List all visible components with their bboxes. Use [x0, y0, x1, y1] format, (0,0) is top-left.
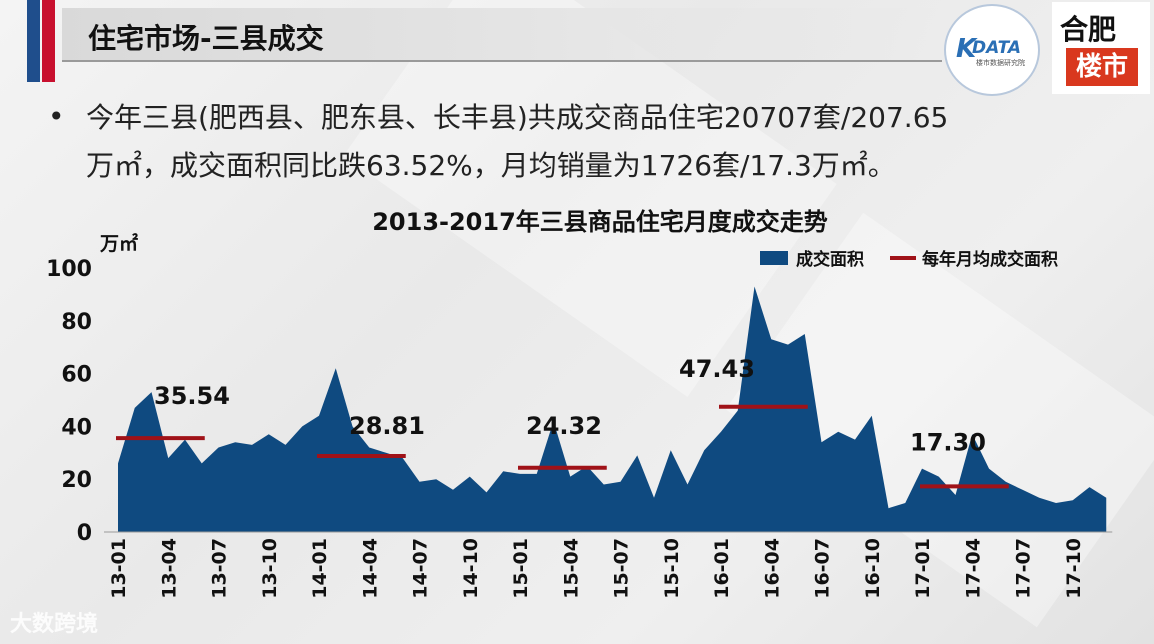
kdata-logo-subtext: 楼市数据研究院	[976, 59, 1025, 67]
x-tick-label: 13-07	[209, 538, 231, 599]
x-tick-label: 17-10	[1063, 538, 1085, 599]
header-stripe-blue	[27, 0, 40, 82]
average-label-2014: 28.81	[349, 412, 425, 440]
average-lines: 35.54 28.81 24.32 47.43 17.30	[116, 355, 1009, 489]
hefei-loushi-logo: 合肥 楼市	[1052, 2, 1150, 94]
summary-line-2: 万㎡，成交面积同比跌63.52%，月均销量为1726套/17.3万㎡。	[86, 149, 896, 182]
chart-title: 2013-2017年三县商品住宅月度成交走势	[372, 208, 828, 236]
average-label-2017: 17.30	[910, 428, 986, 456]
kdata-logo: K DATA 楼市数据研究院	[944, 4, 1040, 96]
y-tick-label: 20	[61, 468, 92, 493]
y-tick-label: 60	[61, 363, 92, 388]
x-tick-label: 17-01	[912, 538, 934, 599]
y-tick-label: 100	[46, 257, 92, 282]
x-tick-label: 13-01	[108, 538, 130, 599]
legend-swatch-area	[760, 251, 788, 265]
x-tick-label: 15-04	[560, 538, 582, 599]
kdata-logo-text: DATA	[972, 38, 1022, 58]
legend-label-average: 每年月均成交面积	[922, 249, 1058, 270]
average-label-2016: 47.43	[679, 355, 755, 383]
area-chart: 2013-2017年三县商品住宅月度成交走势 万㎡ 成交面积 每年月均成交面积 …	[46, 208, 1113, 599]
x-tick-label: 16-10	[862, 538, 884, 599]
x-tick-label: 14-10	[460, 538, 482, 599]
header-divider	[62, 60, 942, 62]
logo-loushi-text: 楼市	[1066, 48, 1138, 86]
y-tick-label: 80	[61, 310, 92, 335]
average-label-2015: 24.32	[526, 412, 602, 440]
x-tick-label: 13-04	[158, 538, 180, 599]
y-axis-unit-label: 万㎡	[99, 232, 138, 255]
x-axis: 13-01 13-04 13-07 13-10 14-01 14-04 14-07 14-10…	[108, 538, 1085, 599]
average-label-2013: 35.54	[154, 382, 230, 410]
summary-line-1: 今年三县(肥西县、肥东县、长丰县)共成交商品住宅20707套/207.65	[86, 101, 949, 134]
y-axis: 0 20 40 60 80 100	[46, 257, 92, 546]
legend-label-area: 成交面积	[796, 249, 864, 270]
x-tick-label: 13-10	[259, 538, 281, 599]
x-tick-label: 17-04	[962, 538, 984, 599]
legend: 成交面积 每年月均成交面积	[760, 249, 1058, 270]
y-tick-label: 0	[77, 521, 92, 546]
x-tick-label: 15-07	[611, 538, 633, 599]
x-tick-label: 15-01	[510, 538, 532, 599]
x-tick-label: 16-01	[711, 538, 733, 599]
watermark: 大数跨境	[10, 612, 99, 637]
area-series	[118, 286, 1107, 532]
bullet-marker: •	[48, 100, 65, 133]
x-tick-label: 16-07	[812, 538, 834, 599]
x-tick-label: 14-01	[309, 538, 331, 599]
kdata-logo-mark: K	[956, 34, 977, 64]
x-tick-label: 14-04	[359, 538, 381, 599]
x-tick-label: 16-04	[761, 538, 783, 599]
x-tick-label: 17-07	[1013, 538, 1035, 599]
header-bar	[62, 8, 942, 60]
x-tick-label: 14-07	[410, 538, 432, 599]
x-tick-label: 15-10	[661, 538, 683, 599]
page-title: 住宅市场-三县成交	[88, 22, 324, 55]
header-stripe-red	[42, 0, 55, 82]
y-tick-label: 40	[61, 415, 92, 440]
logo-hefei-text: 合肥	[1060, 13, 1117, 46]
